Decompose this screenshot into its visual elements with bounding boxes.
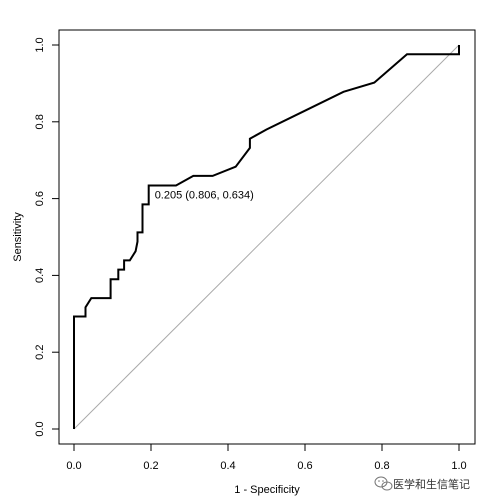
roc-curve xyxy=(73,45,460,429)
x-axis: 0.0 0.2 0.4 0.6 0.8 1.0 xyxy=(66,443,467,472)
y-tick-label: 0.4 xyxy=(34,268,46,283)
y-tick-label: 1.0 xyxy=(34,37,46,52)
watermark: 医学和生信笔记 xyxy=(374,476,470,491)
x-tick-label: 0.0 xyxy=(66,460,81,472)
y-tick-label: 0.8 xyxy=(34,114,46,129)
x-tick-label: 0.4 xyxy=(220,460,235,472)
x-tick-label: 0.6 xyxy=(297,460,312,472)
watermark-text: 医学和生信笔记 xyxy=(393,477,470,491)
x-tick-label: 0.2 xyxy=(143,460,158,472)
x-axis-title: 1 - Specificity xyxy=(234,484,300,496)
threshold-annotation: 0.205 (0.806, 0.634) xyxy=(155,190,254,202)
y-tick-label: 0.2 xyxy=(34,345,46,360)
x-tick-label: 0.8 xyxy=(374,460,389,472)
x-tick-label: 1.0 xyxy=(451,460,466,472)
wechat-icon xyxy=(374,476,393,491)
y-tick-label: 0.6 xyxy=(34,191,46,206)
y-tick-label: 0.0 xyxy=(34,421,46,436)
y-axis-title: Sensitivity xyxy=(12,212,24,262)
y-axis: 0.0 0.2 0.4 0.6 0.8 1.0 xyxy=(34,37,60,437)
reference-diagonal xyxy=(73,44,460,430)
